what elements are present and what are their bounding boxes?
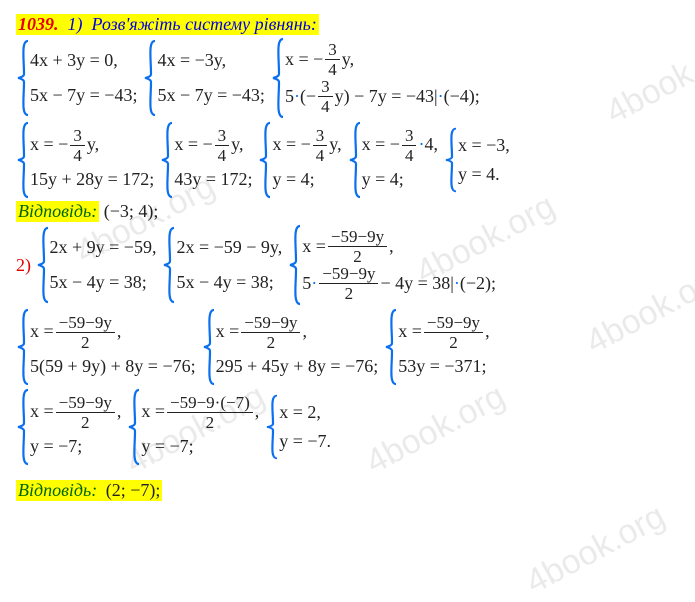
eq: y = −7; bbox=[141, 434, 259, 460]
system: x = 2, y = −7. bbox=[265, 394, 331, 460]
eq: 2x = −59 − 9y, bbox=[176, 235, 282, 261]
answer-label: Відповідь: bbox=[16, 480, 99, 501]
eq: y = 4. bbox=[458, 162, 510, 188]
brace-icon bbox=[143, 39, 157, 117]
system: x = − 34 y, y = 4; bbox=[258, 121, 341, 199]
system: x = − 34 y, 5 · (− 34 y) − 7y = −43|· (−… bbox=[271, 37, 480, 119]
system: x = − 34 · 4, y = 4; bbox=[348, 121, 438, 199]
eq: x = −59−9y2, bbox=[30, 394, 121, 431]
brace-icon bbox=[160, 121, 174, 199]
system: x = − 34 y, 15y + 28y = 172; bbox=[16, 121, 154, 199]
eq: 15y + 28y = 172; bbox=[30, 167, 154, 193]
eq: x = −59−9y2, bbox=[398, 314, 489, 351]
eq: 53y = −371; bbox=[398, 354, 489, 380]
eq: 295 + 45y + 8y = −76; bbox=[216, 354, 379, 380]
eq: 5 · (− 34 y) − 7y = −43|· (−4); bbox=[285, 78, 480, 115]
eq: y = 4; bbox=[272, 167, 341, 193]
eq: x = − 34 y, bbox=[30, 127, 154, 164]
system: 4x + 3y = 0, 5x − 7y = −43; bbox=[16, 39, 137, 117]
system: x = −59−9y2, y = −7; bbox=[16, 388, 121, 466]
system: x = −59−9y2, 5(59 + 9y) + 8y = −76; bbox=[16, 308, 196, 386]
brace-icon bbox=[288, 224, 302, 306]
brace-icon bbox=[202, 308, 216, 386]
brace-icon bbox=[384, 308, 398, 386]
eq: 4x = −3y, bbox=[157, 48, 264, 74]
brace-icon bbox=[348, 121, 362, 199]
eq: y = −7; bbox=[30, 434, 121, 460]
p2-row2: x = −59−9y2, 5(59 + 9y) + 8y = −76; x = … bbox=[16, 308, 679, 386]
answer-value: (2; −7); bbox=[99, 480, 162, 501]
eq: 4x + 3y = 0, bbox=[30, 48, 137, 74]
eq: x = − 34 y, bbox=[272, 127, 341, 164]
p2-answer: Відповідь: (2; −7); bbox=[16, 480, 679, 501]
problem-instruction: Розв'яжіть систему рівнянь: bbox=[92, 14, 317, 34]
brace-icon bbox=[16, 121, 30, 199]
brace-icon bbox=[444, 127, 458, 193]
brace-icon bbox=[162, 226, 176, 304]
p1-row2: x = − 34 y, 15y + 28y = 172; x = − 34 y,… bbox=[16, 121, 679, 199]
brace-icon bbox=[271, 37, 285, 119]
eq: x = −59−9·(−7)2, bbox=[141, 394, 259, 431]
system: 2x = −59 − 9y, 5x − 4y = 38; bbox=[162, 226, 282, 304]
eq: x = 2, bbox=[279, 400, 331, 426]
system: x = − 34 y, 43y = 172; bbox=[160, 121, 252, 199]
system: x = −3, y = 4. bbox=[444, 127, 510, 193]
p2-row1: 2) 2x + 9y = −59, 5x − 4y = 38; 2x = −59… bbox=[16, 224, 679, 306]
problem-number: 1039. bbox=[18, 14, 59, 34]
eq: 5x − 4y = 38; bbox=[50, 270, 157, 296]
eq: 43y = 172; bbox=[174, 167, 252, 193]
eq: 5x − 7y = −43; bbox=[30, 83, 137, 109]
system: 2x + 9y = −59, 5x − 4y = 38; bbox=[36, 226, 157, 304]
eq: x = −59−9y2, bbox=[30, 314, 196, 351]
eq: y = 4; bbox=[362, 167, 438, 193]
eq: 5x − 7y = −43; bbox=[157, 83, 264, 109]
answer-label: Відповідь: bbox=[16, 201, 99, 222]
eq: 2x + 9y = −59, bbox=[50, 235, 157, 261]
system: 4x = −3y, 5x − 7y = −43; bbox=[143, 39, 264, 117]
brace-icon bbox=[265, 394, 279, 460]
brace-icon bbox=[127, 388, 141, 466]
eq: x = − 34 y, bbox=[174, 127, 252, 164]
eq: 5(59 + 9y) + 8y = −76; bbox=[30, 354, 196, 380]
eq: x = − 34 y, bbox=[285, 41, 480, 78]
eq: x = − 34 · 4, bbox=[362, 127, 438, 164]
system: x = −59−9y2, 5 · −59−9y2 − 4y = 38|· (−2… bbox=[288, 224, 496, 306]
brace-icon bbox=[36, 226, 50, 304]
system: x = −59−9y2, 295 + 45y + 8y = −76; bbox=[202, 308, 379, 386]
system: x = −59−9·(−7)2, y = −7; bbox=[127, 388, 259, 466]
brace-icon bbox=[16, 308, 30, 386]
eq: x = −59−9y2, bbox=[302, 228, 496, 265]
brace-icon bbox=[16, 39, 30, 117]
answer-value: (−3; 4); bbox=[99, 201, 158, 222]
part2-label: 2) bbox=[16, 255, 31, 276]
part1-label: 1) bbox=[63, 14, 87, 34]
system: x = −59−9y2, 53y = −371; bbox=[384, 308, 489, 386]
p1-answer: Відповідь: (−3; 4); bbox=[16, 201, 679, 222]
brace-icon bbox=[16, 388, 30, 466]
eq: x = −59−9y2, bbox=[216, 314, 379, 351]
eq: 5x − 4y = 38; bbox=[176, 270, 282, 296]
eq: x = −3, bbox=[458, 133, 510, 159]
watermark: 4book.org bbox=[520, 497, 672, 602]
brace-icon bbox=[258, 121, 272, 199]
problem-header: 1039. 1) Розв'яжіть систему рівнянь: bbox=[16, 14, 679, 35]
eq: y = −7. bbox=[279, 429, 331, 455]
eq: 5 · −59−9y2 − 4y = 38|· (−2); bbox=[302, 265, 496, 302]
p1-row1: 4x + 3y = 0, 5x − 7y = −43; 4x = −3y, 5x… bbox=[16, 37, 679, 119]
p2-row3: x = −59−9y2, y = −7; x = −59−9·(−7)2, y … bbox=[16, 388, 679, 466]
